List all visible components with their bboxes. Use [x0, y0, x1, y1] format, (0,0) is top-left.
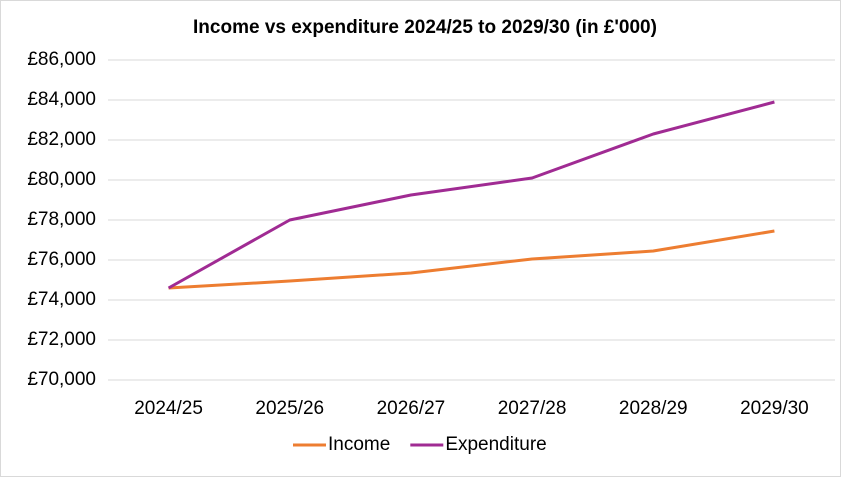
y-tick-label: £84,000	[27, 89, 96, 110]
y-tick-label: £80,000	[27, 169, 96, 190]
y-tick-label: £86,000	[27, 49, 96, 70]
line-series	[168, 229, 775, 290]
x-tick-label: 2029/30	[740, 398, 809, 419]
y-tick-label: £74,000	[27, 289, 96, 310]
x-tick-label: 2028/29	[619, 398, 688, 419]
x-tick-label: 2026/27	[377, 398, 446, 419]
legend-label: Income	[328, 434, 390, 455]
y-tick-label: £76,000	[27, 249, 96, 270]
line-series	[167, 100, 775, 290]
y-tick-label: £82,000	[27, 129, 96, 150]
y-tick-label: £78,000	[27, 209, 96, 230]
chart-title: Income vs expenditure 2024/25 to 2029/30…	[193, 17, 657, 38]
x-tick-label: 2025/26	[255, 398, 324, 419]
legend-label: Expenditure	[445, 434, 546, 455]
y-tick-label: £70,000	[27, 369, 96, 390]
y-tick-label: £72,000	[27, 329, 96, 350]
x-tick-label: 2024/25	[134, 398, 203, 419]
x-tick-label: 2027/28	[498, 398, 567, 419]
